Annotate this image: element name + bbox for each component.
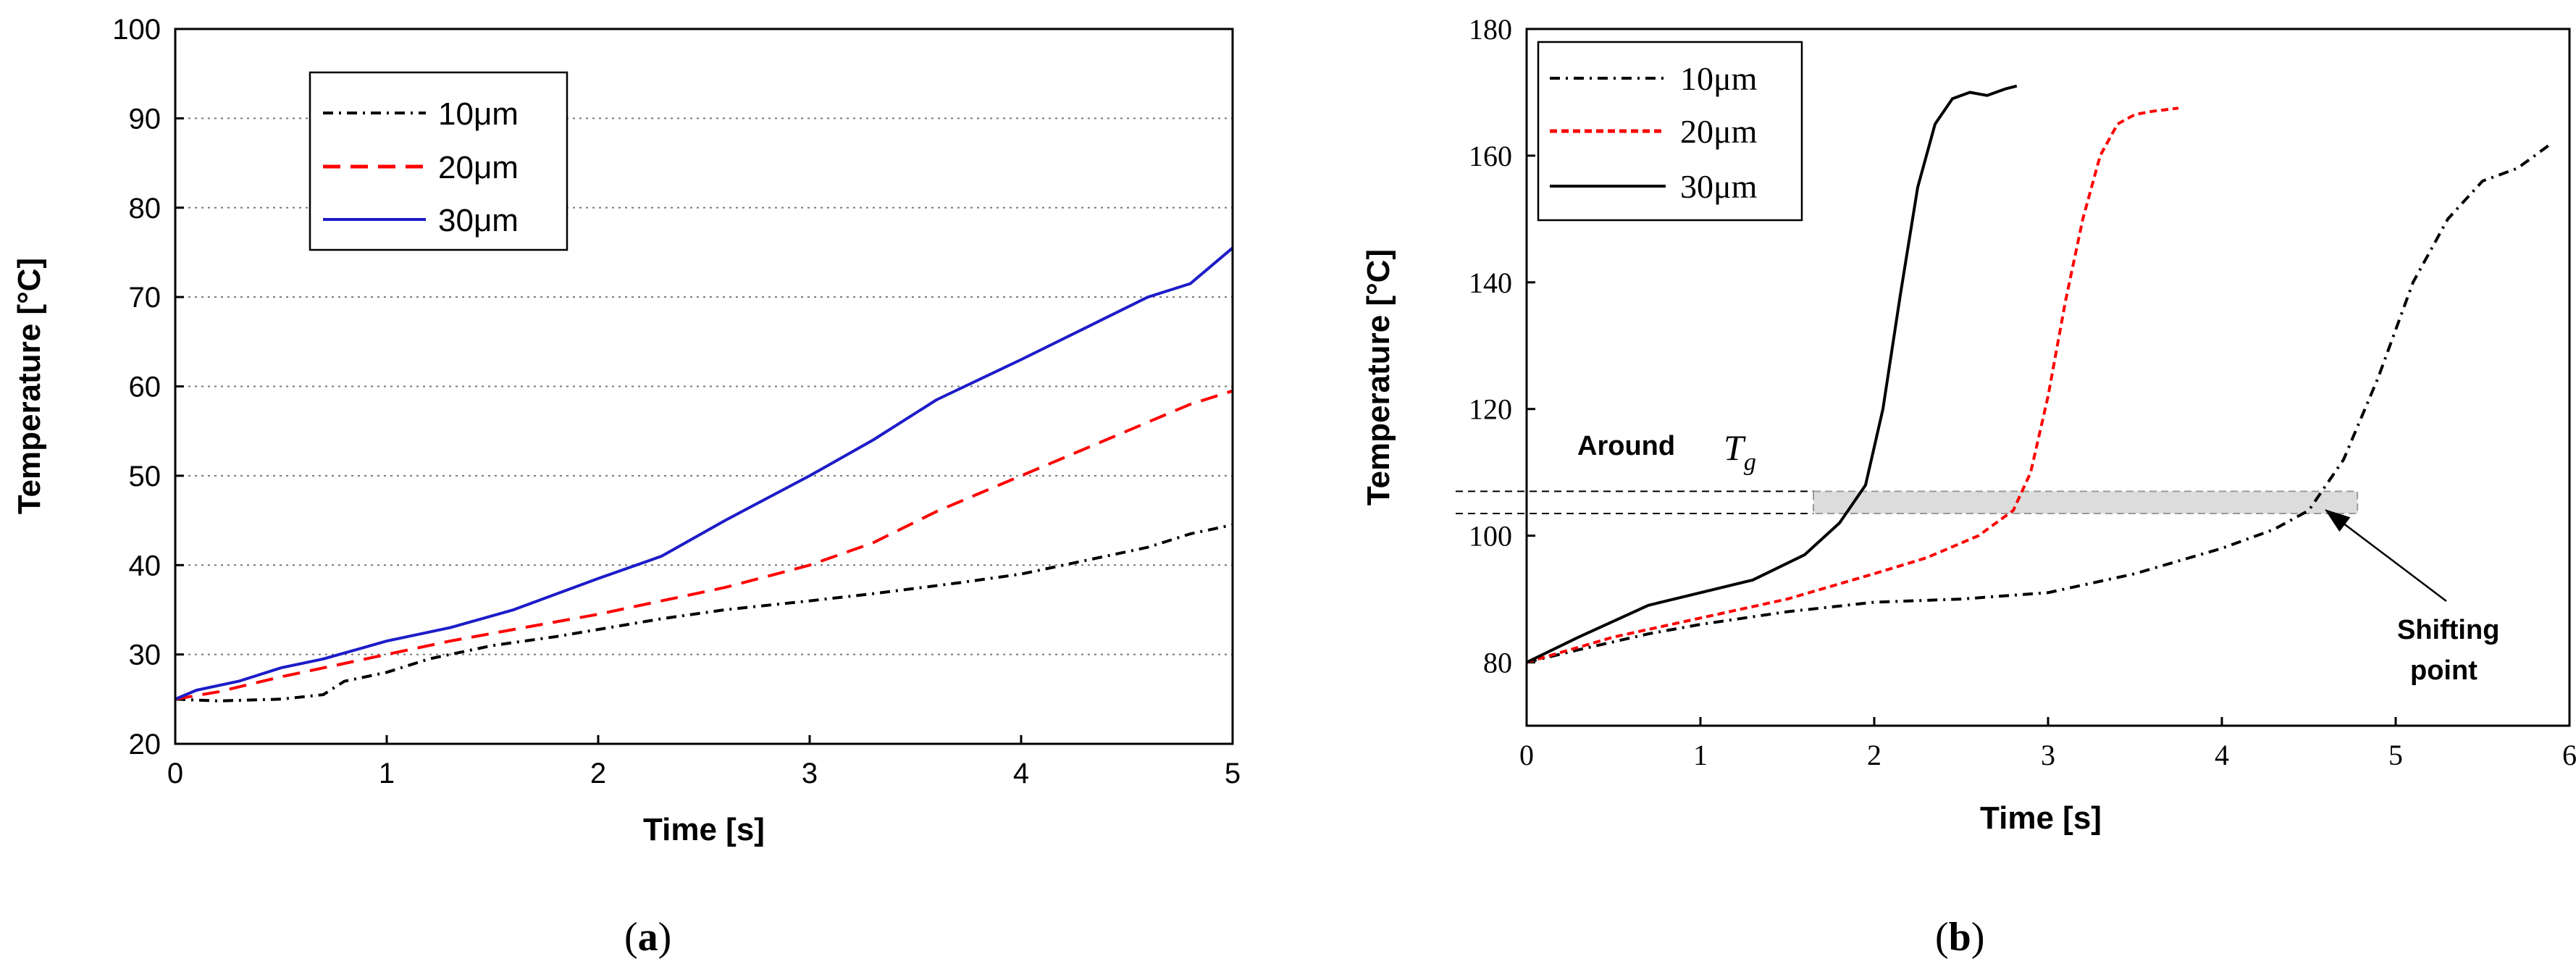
chart-b-plot-frame [1525,28,2571,727]
chart-b-series-line-3 [1526,84,2018,664]
chart-a-legend: 10μm 20μm 30μm [309,71,569,251]
around-tg-annotation: Around Tg [1577,427,1756,476]
svg-text:Shifting: Shifting [2397,615,2499,645]
chart-b-y-tick-label: 180 [1469,13,1512,46]
chart-a-y-tick-label: 40 [129,550,161,582]
legend-a-item-30um: 30μm [323,203,519,238]
chart-a-x-tick-label: 5 [1225,758,1241,789]
chart-b-legend: 10μm 20μm 30μm [1537,41,1803,222]
chart-b-y-tick-label: 160 [1469,140,1512,172]
chart-a-x-tick-label: 4 [1013,758,1029,789]
chart-b-y-tick-label: 100 [1469,520,1512,553]
chart-a-y-tick-label: 100 [112,14,161,46]
chart-a-y-tick-label: 90 [129,103,161,135]
chart-a-series [175,246,1234,703]
chart-b-x-tick-label: 0 [1519,739,1534,771]
panel-a-caption: (a) [624,915,671,960]
svg-text:point: point [2410,655,2478,686]
chart-b-y-tick-label: 120 [1469,393,1512,426]
chart-a-x-tick-label: 1 [379,758,395,789]
svg-text:20μm: 20μm [1680,113,1758,150]
shifting-point-annotation: Shifting point [2325,509,2499,686]
chart-b-series-line-1 [1526,141,2554,664]
svg-text:Around: Around [1577,431,1675,461]
legend-a-item-20um: 20μm [323,150,519,185]
chart-a-series-line-2 [175,389,1233,701]
chart-b-series [1526,84,2554,664]
chart-a-plot-frame [174,28,1234,745]
legend-b-item-10um: 10μm [1550,60,1758,97]
chart-b-x-tick-label: 1 [1693,739,1708,771]
chart-a-x-tick-label: 0 [167,758,183,789]
chart-a-x-tick-label: 2 [590,758,606,789]
chart-a-y-tick-label: 20 [129,729,161,760]
chart-a-y-tick-label: 30 [129,640,161,671]
chart-b: 0 1 2 3 4 5 6 80 100 120 140 160 180 Time [s] Temper… [1361,13,2576,960]
chart-b-x-tick-label: 6 [2562,739,2576,771]
chart-b-x-tick-label: 2 [1867,739,1881,771]
chart-a-series-line-1 [175,523,1233,703]
chart-b-x-tick-label: 4 [2215,739,2229,771]
legend-b-item-20um: 20μm [1550,113,1758,150]
tg-band [1456,490,2359,515]
chart-a-y-tick-label: 50 [129,461,161,493]
legend-b-item-30um: 30μm [1550,168,1758,205]
panel-b-caption: (b) [1935,915,1984,960]
chart-b-ticks: 0 1 2 3 4 5 6 80 100 120 140 160 180 [1469,13,2576,771]
chart-b-y-tick-label: 140 [1469,267,1512,299]
svg-text:10μm: 10μm [438,96,519,132]
svg-text:30μm: 30μm [438,203,519,238]
chart-b-series-line-2 [1526,106,2179,664]
chart-a-series-line-3 [175,246,1234,701]
chart-a-x-axis-label: Time [s] [643,812,765,847]
chart-b-x-axis-label: Time [s] [1980,800,2102,836]
svg-text:30μm: 30μm [1680,168,1758,205]
chart-b-y-tick-label: 80 [1483,647,1512,679]
chart-a-ticks: 0 1 2 3 4 5 20 30 40 50 60 70 80 90 100 [112,14,1241,789]
svg-text:20μm: 20μm [438,150,519,185]
chart-a-x-tick-label: 3 [802,758,818,789]
chart-b-x-tick-label: 3 [2041,739,2055,771]
legend-a-item-10um: 10μm [323,96,519,132]
svg-text:Tg: Tg [1724,427,1756,476]
chart-a-y-tick-label: 80 [129,193,161,225]
chart-a-y-tick-label: 60 [129,372,161,403]
chart-b-x-tick-label: 5 [2388,739,2403,771]
chart-b-y-axis-label: Temperature [°C] [1361,249,1396,506]
chart-a: 0 1 2 3 4 5 20 30 40 50 60 70 80 90 100 Time [s] Tempe… [12,14,1241,960]
chart-a-y-axis-label: Temperature [°C] [12,258,47,514]
chart-a-y-tick-label: 70 [129,282,161,314]
svg-text:10μm: 10μm [1680,60,1758,97]
